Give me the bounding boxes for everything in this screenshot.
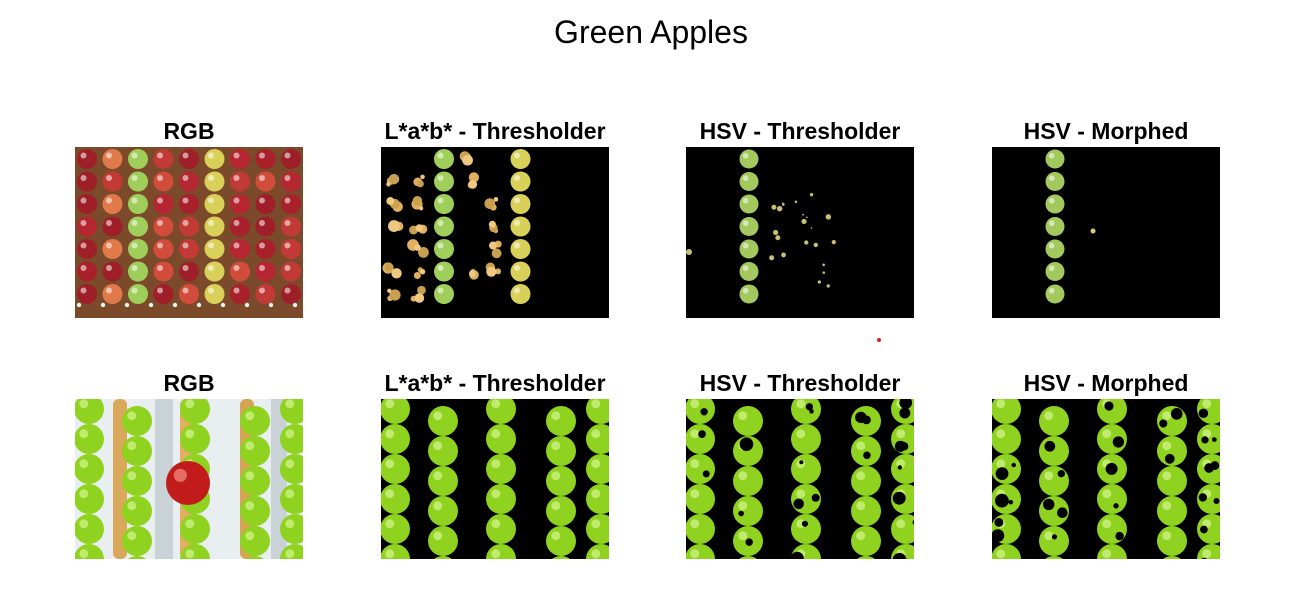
panel-title-r2-c1: RGB — [163, 370, 215, 396]
panel-title-r1-c3: HSV - Thresholder — [699, 118, 901, 144]
hsv-threshold-green-image — [686, 399, 914, 559]
panel-title-r2-c4: HSV - Morphed — [1023, 370, 1189, 396]
panel-title-r2-c2: L*a*b* - Thresholder — [384, 370, 606, 396]
hsv-morphed-green-image — [992, 399, 1220, 559]
panel-title-r2-c3: HSV - Thresholder — [699, 370, 901, 396]
lab-threshold-green-image — [381, 399, 609, 559]
panel-title-r1-c2: L*a*b* - Thresholder — [384, 118, 606, 144]
rgb-red-apples-image — [75, 147, 303, 318]
rgb-green-apples-image — [75, 399, 303, 559]
figure-title: Green Apples — [554, 14, 748, 50]
panel-title-r1-c1: RGB — [163, 118, 215, 144]
stray-red-dot — [877, 338, 881, 342]
hsv-morphed-red-image — [992, 147, 1220, 318]
lab-threshold-red-image — [381, 147, 609, 318]
panel-title-r1-c4: HSV - Morphed — [1023, 118, 1189, 144]
hsv-threshold-red-image — [686, 147, 914, 318]
